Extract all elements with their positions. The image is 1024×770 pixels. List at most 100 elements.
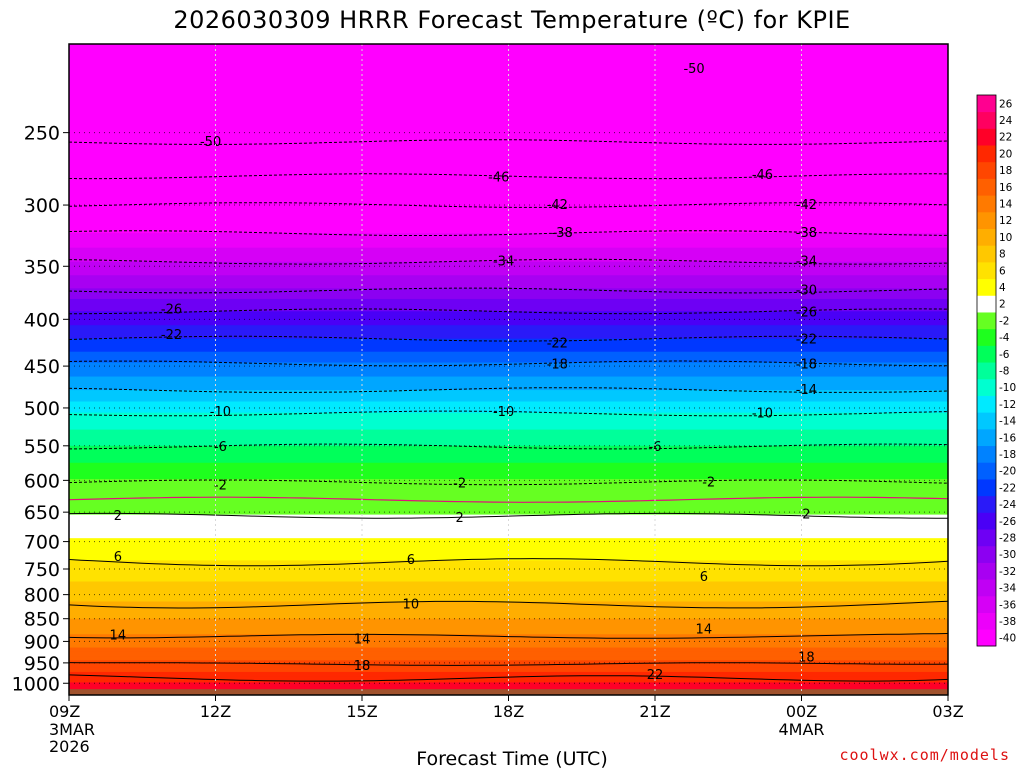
field-band xyxy=(69,371,948,374)
colorbar-label: -16 xyxy=(999,432,1016,444)
field-band xyxy=(69,661,948,663)
isotherm-label: 6 xyxy=(407,553,415,568)
field-band xyxy=(69,481,948,484)
field-band xyxy=(69,191,948,195)
colorbar-label: -34 xyxy=(999,583,1016,595)
colorbar-label: 8 xyxy=(999,249,1006,261)
field-band xyxy=(69,575,948,577)
field-band xyxy=(69,542,948,545)
field-band xyxy=(69,535,948,538)
colorbar-swatch xyxy=(977,95,996,113)
isotherm-line xyxy=(69,387,948,393)
field-band xyxy=(69,445,948,448)
isotherm-line xyxy=(69,202,948,208)
field-band xyxy=(69,605,948,607)
field-band xyxy=(69,672,948,675)
field-band xyxy=(69,116,948,121)
y-tick-label: 700 xyxy=(24,532,60,554)
isotherm-label: 14 xyxy=(696,622,713,637)
colorbar-frame xyxy=(976,94,997,647)
field-band xyxy=(69,135,948,140)
field-band xyxy=(69,342,948,345)
field-band xyxy=(69,349,948,353)
colorbar-swatch xyxy=(977,211,996,229)
field-band xyxy=(69,687,948,689)
field-band xyxy=(69,290,948,294)
colorbar-label: 14 xyxy=(999,199,1013,211)
field-band xyxy=(69,426,948,429)
field-band xyxy=(69,520,948,523)
isotherm-label: -30 xyxy=(796,283,817,298)
colorbar-swatch xyxy=(977,479,996,497)
field-band xyxy=(69,327,948,330)
field-band xyxy=(69,281,948,285)
colorbar-label: 22 xyxy=(999,132,1012,144)
field-band xyxy=(69,611,948,613)
field-band xyxy=(69,556,948,558)
field-band xyxy=(69,307,948,310)
isotherm-label: -26 xyxy=(796,305,817,320)
y-tick-label: 600 xyxy=(24,470,60,492)
colorbar-label: -18 xyxy=(999,449,1016,461)
field-band xyxy=(69,431,948,434)
colorbar-swatch xyxy=(977,378,996,396)
field-band xyxy=(69,292,948,296)
isotherm-label: -34 xyxy=(493,255,514,270)
field-band xyxy=(69,166,948,170)
isotherm-label: 2 xyxy=(802,508,810,523)
field-band xyxy=(69,670,948,672)
isotherm-label: 18 xyxy=(354,659,371,674)
field-band xyxy=(69,600,948,603)
field-band xyxy=(69,567,948,570)
x-tick-label: 00Z xyxy=(786,702,817,721)
isotherm-label: -26 xyxy=(161,302,182,317)
isotherm-label: -14 xyxy=(796,383,817,398)
field-band xyxy=(69,186,948,190)
y-tick-label: 400 xyxy=(24,309,60,331)
field-band xyxy=(69,277,948,281)
field-band xyxy=(69,657,948,660)
field-band xyxy=(69,566,948,569)
field-band xyxy=(69,412,948,415)
field-band xyxy=(69,279,948,283)
field-band xyxy=(69,311,948,314)
field-band xyxy=(69,85,948,90)
field-band xyxy=(69,540,948,543)
field-band xyxy=(69,421,948,425)
field-band xyxy=(69,667,948,670)
field-band xyxy=(69,617,948,620)
isotherm-label: -10 xyxy=(752,406,773,421)
field-band xyxy=(69,119,948,124)
colorbar-label: 16 xyxy=(999,182,1013,194)
field-band xyxy=(69,89,948,94)
isotherm-line xyxy=(69,360,948,367)
field-band xyxy=(69,483,948,485)
colorbar-swatch xyxy=(977,261,996,280)
field-band xyxy=(69,379,948,383)
field-band xyxy=(69,495,948,498)
field-band xyxy=(69,432,948,435)
field-band xyxy=(69,646,948,649)
field-band xyxy=(69,531,948,534)
x-tick-label: 18Z xyxy=(493,702,524,721)
colorbar-label: -38 xyxy=(999,616,1016,628)
isotherm-label: -18 xyxy=(547,357,568,372)
field-band xyxy=(69,476,948,479)
field-band xyxy=(69,526,948,529)
field-band xyxy=(69,645,948,648)
field-band xyxy=(69,145,948,149)
field-band xyxy=(69,606,948,608)
field-band xyxy=(69,665,948,667)
field-band xyxy=(69,331,948,334)
isotherm-label: -22 xyxy=(796,333,817,348)
isotherm-label: -2 xyxy=(214,479,227,494)
field-band xyxy=(69,447,948,450)
colorbar-label: 18 xyxy=(999,165,1012,177)
field-band xyxy=(69,441,948,444)
field-band xyxy=(69,651,948,654)
field-band xyxy=(69,325,948,328)
field-band xyxy=(69,455,948,458)
isotherm-label: -50 xyxy=(200,135,221,150)
field-band xyxy=(69,505,948,508)
field-band xyxy=(69,631,948,634)
